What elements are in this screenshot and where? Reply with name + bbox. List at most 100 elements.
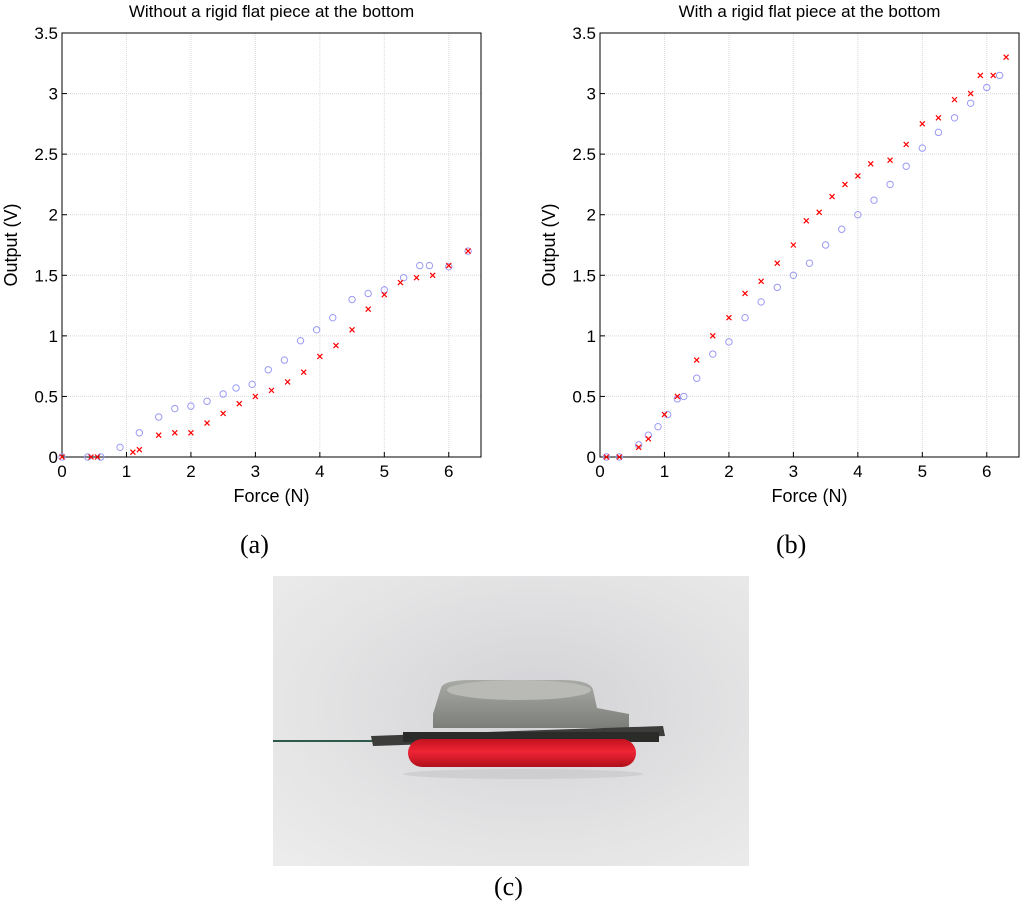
data-point-circle: [248, 380, 256, 389]
data-point-circle: [838, 225, 846, 233]
data-point-circle: [135, 429, 144, 437]
data-point-cross: [742, 290, 748, 297]
data-point-cross: [661, 411, 668, 418]
data-point-circle: [950, 114, 959, 122]
data-point-cross: [316, 353, 323, 360]
x-axis-label: Force (N): [234, 486, 310, 506]
x-tick-label: 6: [444, 462, 453, 481]
data-point-circle: [171, 404, 179, 413]
y-tick-label: 3.5: [572, 24, 596, 43]
chart-a: 0 1 2 3 4 5 6 0 0.5 1 1.5 2 2.5 3 3.5 Without a rigid f…: [1, 2, 482, 506]
data-point-cross: [349, 326, 356, 333]
data-point-circle: [399, 274, 408, 282]
y-tick-label: 3: [587, 85, 596, 104]
x-tick-label: 5: [380, 462, 389, 481]
data-point-circle: [364, 289, 372, 298]
x-tick-label: 0: [595, 462, 604, 481]
y-tick-label: 0: [49, 448, 58, 467]
data-point-circle: [709, 350, 717, 358]
x-tick-label: 1: [122, 462, 131, 481]
data-point-cross: [397, 279, 404, 286]
data-point-cross: [919, 120, 926, 127]
data-point-circle: [934, 128, 943, 137]
data-point-cross: [977, 72, 984, 79]
data-point-circle: [312, 326, 321, 334]
data-point-cross: [935, 114, 942, 121]
data-point-cross: [951, 96, 958, 103]
data-point-cross: [220, 410, 227, 417]
data-point-circle: [692, 374, 701, 382]
data-point-cross: [903, 141, 910, 148]
photo-disc-shadow: [403, 769, 643, 779]
y-tick-label: 0: [587, 448, 596, 467]
data-point-circle: [116, 443, 124, 452]
data-point-cross: [674, 393, 681, 400]
x-tick-label: 5: [918, 462, 927, 481]
data-point-cross: [365, 306, 372, 313]
data-point-circle: [380, 286, 389, 294]
y-tick-label: 2: [587, 206, 596, 225]
data-point-circle: [983, 83, 991, 92]
x-tick-label: 1: [660, 462, 669, 481]
x-tick-label: 4: [853, 462, 862, 481]
data-point-cross: [88, 454, 94, 460]
panel-label-b: (b): [776, 530, 807, 559]
data-point-cross: [155, 432, 162, 439]
data-point-circle: [445, 263, 453, 271]
data-point-circle: [654, 423, 662, 431]
data-point-circle: [918, 144, 927, 152]
data-point-cross: [171, 429, 178, 436]
data-point-cross: [887, 157, 894, 164]
photo-cap-top: [447, 680, 591, 700]
plot-area: [600, 33, 1019, 457]
data-point-cross: [709, 332, 716, 339]
data-point-cross: [725, 314, 732, 321]
data-point-circle: [615, 453, 624, 461]
y-tick-label: 1: [587, 327, 596, 346]
data-point-cross: [635, 444, 642, 451]
data-point-circle: [425, 261, 434, 270]
axes-box: [599, 32, 1020, 458]
data-point-circle: [264, 366, 272, 374]
data-point-cross: [790, 242, 797, 248]
plot-area: [62, 33, 481, 457]
sensor-photo-illustration: [273, 576, 749, 866]
panel-label-a: (a): [240, 530, 269, 559]
data-point-cross: [187, 429, 194, 436]
data-point-cross: [867, 160, 874, 167]
data-point-circle: [602, 453, 611, 461]
x-tick-label: 0: [57, 462, 66, 481]
x-tick-label: 3: [251, 462, 260, 481]
data-point-circle: [902, 162, 910, 170]
data-point-circle: [995, 71, 1004, 80]
data-point-cross: [842, 181, 848, 188]
data-point-circle: [854, 211, 862, 219]
y-tick-label: 1: [49, 327, 58, 346]
photo-wire: [273, 740, 383, 742]
data-point-circle: [821, 241, 830, 249]
data-point-circle: [886, 180, 894, 189]
x-tick-label: 2: [186, 462, 195, 481]
data-point-circle: [232, 384, 240, 392]
data-point-circle: [789, 271, 798, 279]
y-axis-label: Output (V): [1, 203, 21, 286]
data-point-cross: [645, 435, 652, 442]
data-point-circle: [464, 247, 472, 255]
data-point-cross: [990, 72, 997, 79]
data-point-circle: [966, 99, 975, 107]
data-point-cross: [967, 90, 974, 97]
data-point-circle: [329, 313, 337, 322]
data-point-circle: [203, 397, 211, 405]
y-tick-label: 3: [49, 85, 58, 104]
y-tick-label: 3.5: [34, 24, 58, 43]
data-point-cross: [1003, 54, 1010, 61]
data-point-cross: [236, 400, 243, 407]
data-point-circle: [680, 392, 688, 401]
data-point-cross: [616, 454, 623, 460]
data-point-cross: [465, 248, 472, 254]
y-tick-label: 1.5: [34, 266, 58, 285]
data-point-circle: [805, 259, 814, 267]
data-point-circle: [741, 313, 749, 322]
data-point-cross: [94, 454, 101, 460]
data-point-cross: [284, 378, 291, 385]
